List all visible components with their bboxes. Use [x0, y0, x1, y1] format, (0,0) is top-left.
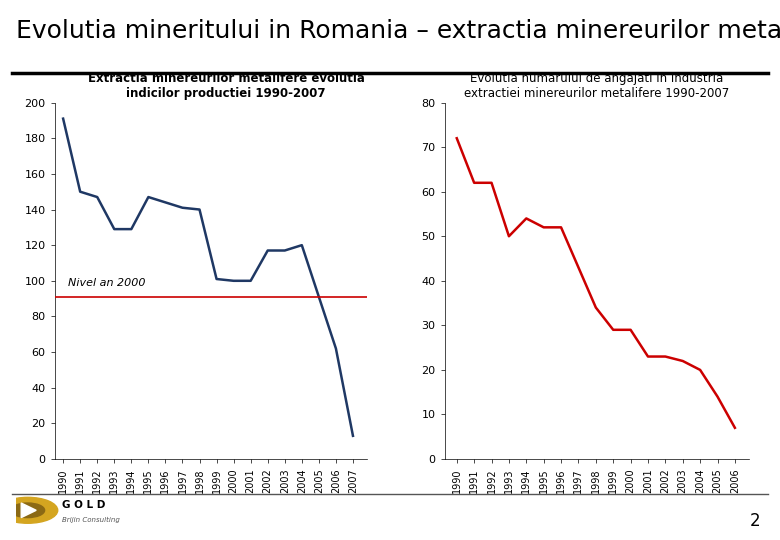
- Circle shape: [0, 497, 58, 523]
- Text: Brijin Consulting: Brijin Consulting: [62, 517, 120, 523]
- Text: 2: 2: [750, 512, 760, 530]
- Text: Evolutia mineritului in Romania – extractia minereurilor metalifere: Evolutia mineritului in Romania – extrac…: [16, 19, 780, 43]
- Text: Extractia minereurilor metalifere evolutia
indicilor productiei 1990-2007: Extractia minereurilor metalifere evolut…: [88, 72, 364, 100]
- Text: Evolutia numarului de angajati in industria
extractiei minereurilor metalifere 1: Evolutia numarului de angajati in indust…: [464, 72, 729, 100]
- Text: Nivel an 2000: Nivel an 2000: [68, 278, 146, 288]
- Circle shape: [11, 503, 44, 517]
- Polygon shape: [21, 503, 36, 517]
- Text: G O L D: G O L D: [62, 501, 106, 510]
